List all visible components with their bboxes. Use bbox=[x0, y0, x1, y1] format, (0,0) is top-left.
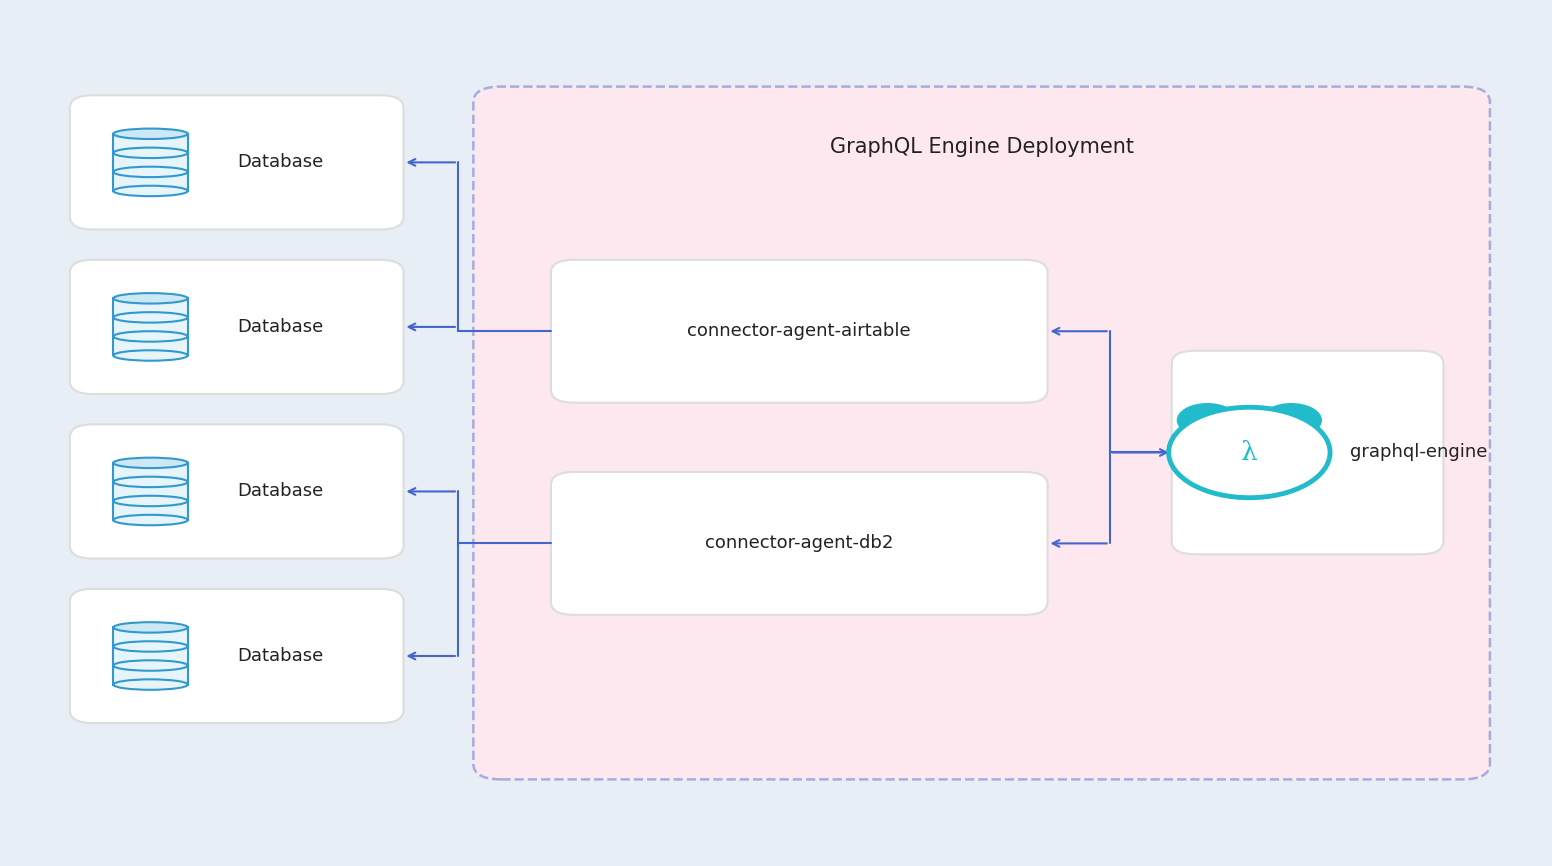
Ellipse shape bbox=[113, 293, 188, 304]
Text: Database: Database bbox=[237, 647, 324, 665]
FancyBboxPatch shape bbox=[473, 87, 1490, 779]
Ellipse shape bbox=[1192, 414, 1223, 431]
Polygon shape bbox=[113, 627, 188, 646]
Ellipse shape bbox=[1176, 403, 1238, 437]
FancyBboxPatch shape bbox=[70, 260, 404, 394]
Ellipse shape bbox=[113, 641, 188, 652]
Ellipse shape bbox=[1260, 403, 1322, 437]
Polygon shape bbox=[113, 134, 188, 153]
Text: Database: Database bbox=[237, 482, 324, 501]
Ellipse shape bbox=[113, 331, 188, 342]
Text: Database: Database bbox=[237, 153, 324, 171]
Ellipse shape bbox=[113, 185, 188, 197]
Ellipse shape bbox=[113, 147, 188, 158]
Ellipse shape bbox=[113, 312, 188, 323]
FancyBboxPatch shape bbox=[551, 260, 1048, 403]
Text: GraphQL Engine Deployment: GraphQL Engine Deployment bbox=[830, 137, 1133, 158]
Ellipse shape bbox=[113, 166, 188, 178]
Polygon shape bbox=[113, 153, 188, 171]
Polygon shape bbox=[113, 501, 188, 520]
Ellipse shape bbox=[113, 622, 188, 633]
Ellipse shape bbox=[113, 457, 188, 469]
FancyBboxPatch shape bbox=[1172, 351, 1443, 554]
FancyBboxPatch shape bbox=[70, 424, 404, 559]
Polygon shape bbox=[113, 171, 188, 191]
Ellipse shape bbox=[113, 514, 188, 526]
Polygon shape bbox=[113, 481, 188, 501]
Ellipse shape bbox=[113, 128, 188, 139]
Polygon shape bbox=[113, 646, 188, 665]
Ellipse shape bbox=[113, 495, 188, 507]
Ellipse shape bbox=[1169, 407, 1330, 498]
FancyBboxPatch shape bbox=[70, 589, 404, 723]
Ellipse shape bbox=[113, 679, 188, 690]
Text: connector-agent-airtable: connector-agent-airtable bbox=[688, 322, 911, 340]
Polygon shape bbox=[113, 317, 188, 336]
Polygon shape bbox=[113, 298, 188, 317]
Text: Database: Database bbox=[237, 318, 324, 336]
Polygon shape bbox=[113, 462, 188, 481]
Text: connector-agent-db2: connector-agent-db2 bbox=[705, 534, 894, 553]
Polygon shape bbox=[113, 336, 188, 355]
Polygon shape bbox=[113, 665, 188, 684]
Text: graphql-engine: graphql-engine bbox=[1350, 443, 1488, 462]
Text: λ: λ bbox=[1242, 440, 1257, 465]
FancyBboxPatch shape bbox=[70, 95, 404, 229]
Ellipse shape bbox=[1276, 414, 1307, 431]
Ellipse shape bbox=[113, 660, 188, 671]
FancyBboxPatch shape bbox=[551, 472, 1048, 615]
Ellipse shape bbox=[113, 350, 188, 361]
Ellipse shape bbox=[113, 476, 188, 488]
